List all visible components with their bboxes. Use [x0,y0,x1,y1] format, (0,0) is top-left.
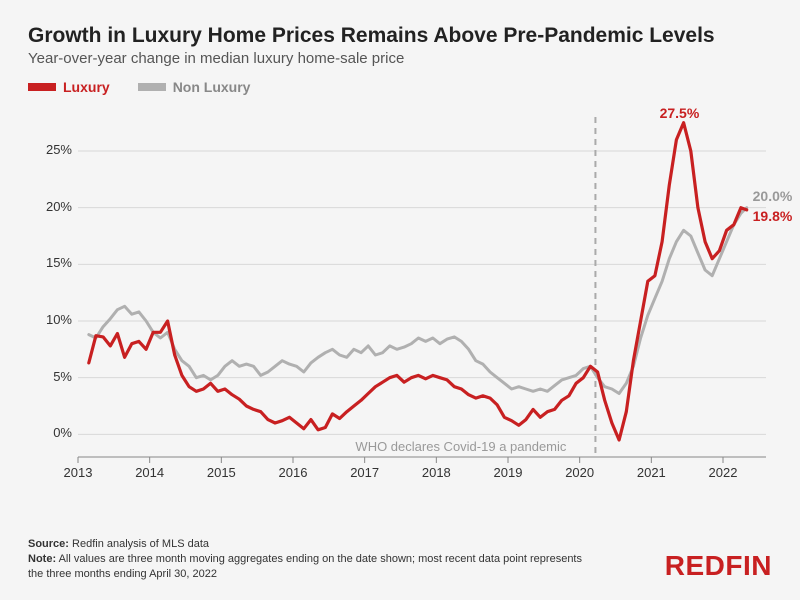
x-tick-label: 2017 [350,465,379,480]
x-tick-label: 2016 [279,465,308,480]
y-tick-label: 10% [32,312,72,327]
legend-item-nonluxury: Non Luxury [138,79,251,95]
note-text: All values are three month moving aggreg… [28,553,582,580]
footer-text: Source: Redfin analysis of MLS data Note… [28,537,588,582]
y-tick-label: 15% [32,255,72,270]
legend-label-nonluxury: Non Luxury [173,79,251,95]
source-label: Source: [28,538,69,550]
x-tick-label: 2018 [422,465,451,480]
y-tick-label: 0% [32,425,72,440]
footer: Source: Redfin analysis of MLS data Note… [28,537,772,582]
x-tick-label: 2015 [207,465,236,480]
legend-swatch-nonluxury [138,83,166,91]
legend-swatch-luxury [28,83,56,91]
pandemic-annotation: WHO declares Covid-19 a pandemic [355,439,566,454]
redfin-logo: REDFIN [665,550,772,582]
data-callout: 27.5% [660,105,700,121]
legend-label-luxury: Luxury [63,79,110,95]
chart-subtitle: Year-over-year change in median luxury h… [28,50,772,67]
y-tick-label: 20% [32,199,72,214]
x-tick-label: 2014 [135,465,164,480]
y-tick-label: 5% [32,369,72,384]
x-tick-label: 2013 [64,465,93,480]
legend-item-luxury: Luxury [28,79,110,95]
note-label: Note: [28,553,56,565]
x-tick-label: 2022 [709,465,738,480]
chart-svg [28,105,772,495]
data-callout: 20.0% [753,188,793,204]
chart-area: 0% 5% 10% 15% 20% 25% 2013 2014 2015 2016 2017 2018… [28,105,772,495]
source-text: Redfin analysis of MLS data [72,538,209,550]
x-tick-label: 2019 [494,465,523,480]
x-tick-label: 2021 [637,465,666,480]
y-tick-label: 25% [32,142,72,157]
chart-title: Growth in Luxury Home Prices Remains Abo… [28,24,772,48]
x-tick-label: 2020 [565,465,594,480]
legend: Luxury Non Luxury [28,79,772,95]
data-callout: 19.8% [753,208,793,224]
